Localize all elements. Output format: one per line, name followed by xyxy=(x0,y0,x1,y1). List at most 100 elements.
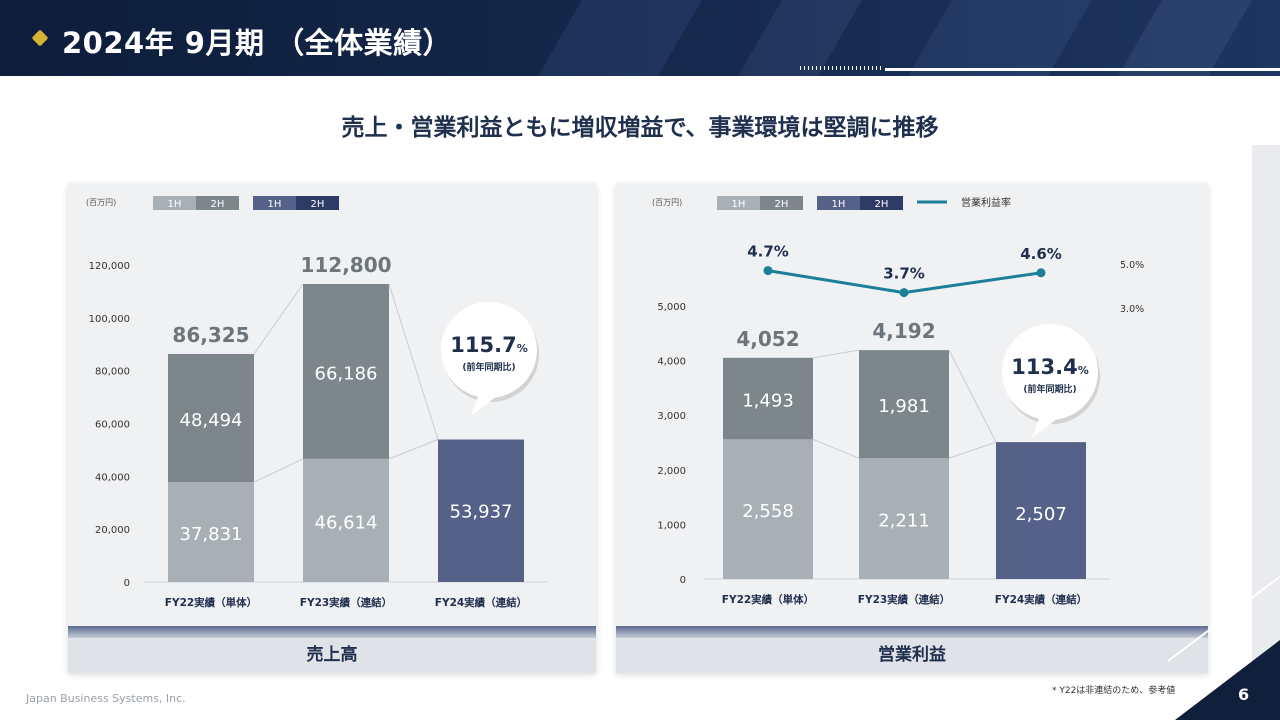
margin-point xyxy=(899,288,909,298)
bar-1h xyxy=(168,482,254,582)
decorative-strip xyxy=(1252,145,1280,685)
bar-1h-value-label: 2,558 xyxy=(742,501,794,522)
margin-point xyxy=(1036,268,1046,278)
callout-value: 113.4% xyxy=(1011,355,1088,379)
y-tick-label: 0 xyxy=(680,575,686,586)
callout-tail xyxy=(1032,416,1058,438)
legend-label: 1H xyxy=(732,199,746,210)
margin-point xyxy=(763,266,773,276)
legend-label: 2H xyxy=(875,199,889,210)
bar-2h xyxy=(723,357,813,440)
sales-chart-panel: (百万円) 1H 2H 1H 2H 0 20,000 40,000 60,000 80,000 10… xyxy=(68,183,596,673)
page-number: 6 xyxy=(1238,685,1250,704)
bar-2h-value-label: 1,981 xyxy=(878,396,930,417)
title-bullet-icon xyxy=(31,29,49,47)
legend-swatch xyxy=(717,196,760,210)
bar-2h xyxy=(859,350,949,459)
connector-line xyxy=(388,439,439,460)
sales-chart-label: 売上高 xyxy=(68,638,596,673)
y-tick-label: 120,000 xyxy=(89,261,130,272)
legend-swatch xyxy=(760,196,803,210)
callout-bubble xyxy=(1002,324,1098,420)
connector-line xyxy=(253,458,304,483)
bar-1h-value-label: 37,831 xyxy=(180,524,243,545)
connector-line xyxy=(388,283,439,440)
y-tick-label: 40,000 xyxy=(95,472,130,483)
footnote: * Y22は非連結のため、参考値 xyxy=(1052,686,1176,696)
connector-line xyxy=(253,283,304,355)
y-tick-label: 1,000 xyxy=(657,520,686,531)
legend-swatch xyxy=(817,196,860,210)
y-tick-label: 60,000 xyxy=(95,420,130,431)
bar-2h-value-label: 1,493 xyxy=(742,391,794,412)
bar-1h-value-label: 46,614 xyxy=(315,512,378,533)
bar-1h xyxy=(438,439,524,582)
bar-2h-value-label: 66,186 xyxy=(315,363,378,384)
y-tick-label: 4,000 xyxy=(657,357,686,368)
margin-value-label: 3.7% xyxy=(883,265,925,283)
x-category-label: FY22実績（単体） xyxy=(722,593,814,606)
header-facet xyxy=(538,0,702,76)
bar-1h-value-label: 2,507 xyxy=(1015,504,1067,525)
connector-line xyxy=(812,349,860,359)
legend-label: 2H xyxy=(211,199,225,210)
unit-label: (百万円) xyxy=(86,198,116,207)
legend-label: 2H xyxy=(775,199,789,210)
bar-total-label: 86,325 xyxy=(172,323,249,347)
bar-1h-value-label: 53,937 xyxy=(450,502,513,523)
x-category-label: FY23実績（連結） xyxy=(858,593,950,606)
callout-value: 115.7% xyxy=(450,333,527,357)
y-tick-label: 100,000 xyxy=(89,314,130,325)
legend-label: 2H xyxy=(311,199,325,210)
margin-value-label: 4.6% xyxy=(1020,245,1062,263)
panel-band xyxy=(68,626,596,638)
bar-1h xyxy=(859,458,949,579)
x-category-label: FY24実績（連結） xyxy=(435,596,527,609)
bar-total-label: 112,800 xyxy=(300,253,391,277)
y-tick-label: 3,000 xyxy=(657,411,686,422)
legend-label: 1H xyxy=(268,199,282,210)
connector-line xyxy=(948,349,997,443)
bar-total-label: 4,192 xyxy=(872,319,935,343)
header-dotted-rule xyxy=(800,66,882,70)
legend-swatch xyxy=(196,196,239,210)
y-tick-label: 2,000 xyxy=(657,466,686,477)
legend-label: 1H xyxy=(168,199,182,210)
legend-swatch xyxy=(253,196,296,210)
corner-decoration xyxy=(1175,640,1280,720)
bar-2h xyxy=(303,284,389,459)
operating-profit-chart-label: 営業利益 xyxy=(616,638,1208,673)
x-category-label: FY22実績（単体） xyxy=(165,596,257,609)
bar-2h xyxy=(168,353,254,483)
company-name: Japan Business Systems, Inc. xyxy=(26,692,186,705)
header-facet xyxy=(1118,0,1252,76)
bar-1h xyxy=(723,439,813,579)
bar-2h-value-label: 48,494 xyxy=(180,410,243,431)
callout-tail xyxy=(471,394,497,416)
margin-value-label: 4.7% xyxy=(747,243,789,261)
header-facet xyxy=(738,0,862,76)
operating-profit-chart-panel: (百万円) 1H 2H 1H 2H 営業利益率 0 1,000 2,000 3,000 4,000 5… xyxy=(616,183,1208,673)
x-category-label: FY24実績（連結） xyxy=(995,593,1087,606)
bar-1h xyxy=(996,442,1086,579)
y-tick-label: 20,000 xyxy=(95,525,130,536)
connector-line xyxy=(948,441,997,459)
y-tick-label: 5,000 xyxy=(657,302,686,313)
bar-total-label: 4,052 xyxy=(736,327,799,351)
bar-1h-value-label: 2,211 xyxy=(878,511,930,532)
legend-swatch xyxy=(860,196,903,210)
bar-1h xyxy=(303,458,389,582)
callout-sub: (前年同期比) xyxy=(462,361,515,373)
legend-label: 営業利益率 xyxy=(961,196,1011,209)
legend-swatch xyxy=(296,196,339,210)
headline: 売上・営業利益ともに増収増益で、事業環境は堅調に推移 xyxy=(341,115,939,141)
page-title: 2024年 9月期 （全体業績） xyxy=(62,26,453,60)
legend-label: 1H xyxy=(832,199,846,210)
header-rule xyxy=(885,68,1280,71)
sales-chart: (百万円) 1H 2H 1H 2H 0 20,000 40,000 60,000 80,000 10… xyxy=(86,196,548,609)
header-bar: 2024年 9月期 （全体業績） xyxy=(0,0,1280,76)
callout-sub: (前年同期比) xyxy=(1023,383,1076,395)
operating-profit-chart: (百万円) 1H 2H 1H 2H 営業利益率 0 1,000 2,000 3,000 4,000 5… xyxy=(652,196,1144,606)
margin-y-tick-label: 5.0% xyxy=(1120,260,1144,271)
